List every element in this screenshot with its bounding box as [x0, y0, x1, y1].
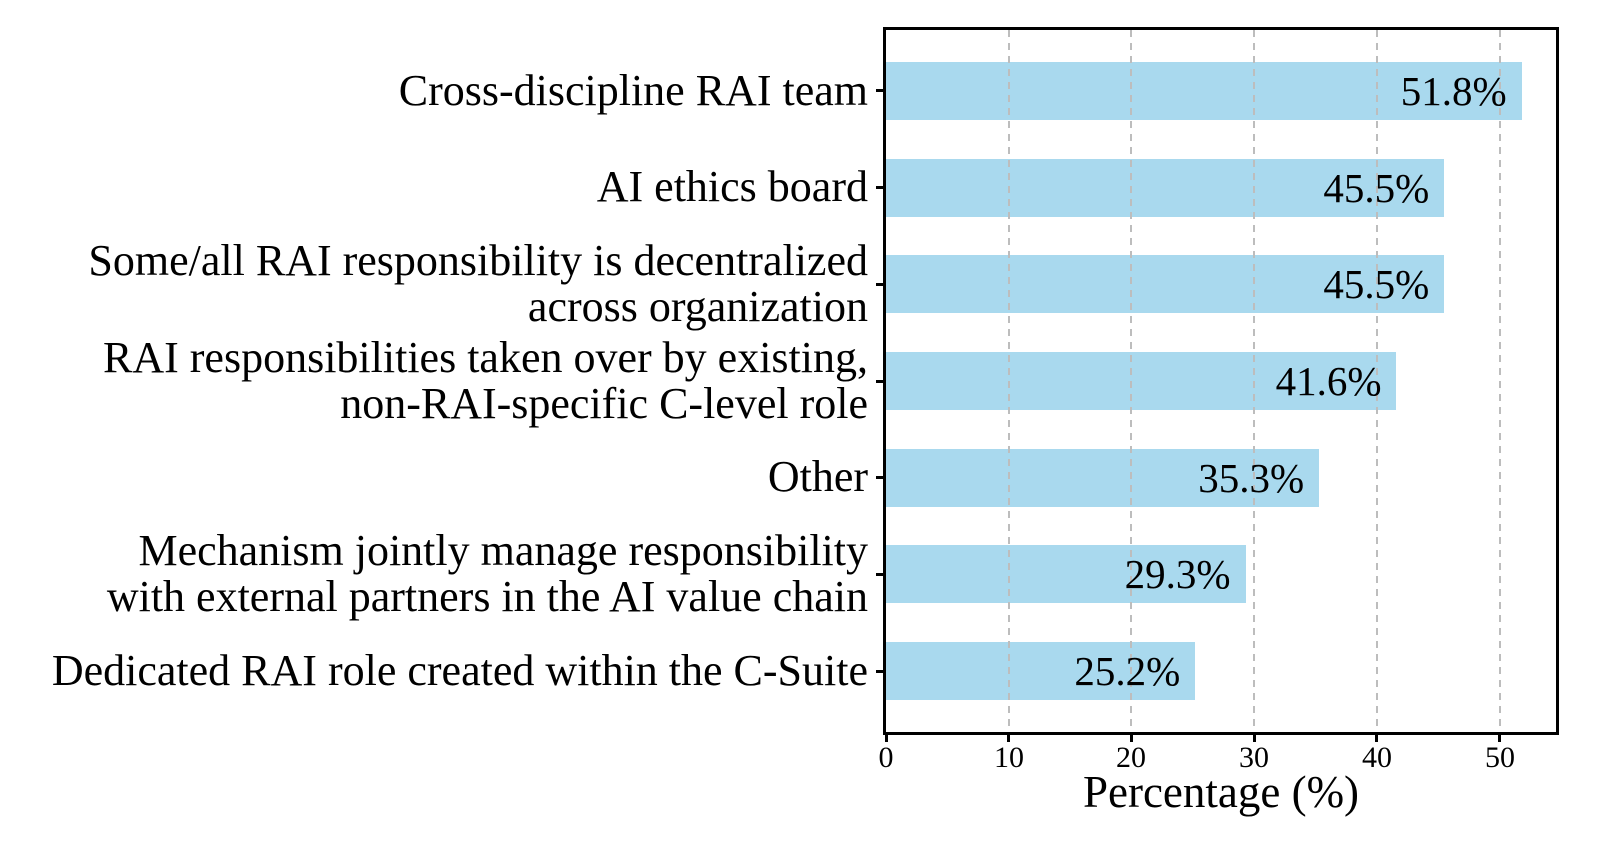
y-axis-tick	[876, 283, 886, 286]
gridline-x-40	[1375, 30, 1378, 732]
category-label: Some/all RAI responsibility is decentral…	[88, 235, 868, 332]
plot-area: 51.8% 45.5% 45.5% 41.6% 35.3% 29.3% 25.2%	[886, 30, 1556, 732]
x-axis-tick-label: 50	[1485, 741, 1515, 774]
gridline-x-10	[1007, 30, 1010, 732]
bar	[886, 642, 1196, 700]
bar	[886, 62, 1522, 120]
bar-value-label: 41.6%	[1275, 358, 1382, 404]
bar-value-label: 45.5%	[1323, 261, 1430, 307]
bar-value-label: 35.3%	[1198, 455, 1305, 501]
gridline-x-30	[1253, 30, 1256, 732]
category-label: RAI responsibilities taken over by exist…	[103, 332, 868, 429]
bar-value-label: 29.3%	[1124, 551, 1231, 597]
bar-value-label: 51.8%	[1400, 68, 1507, 114]
x-axis-tick-label: 0	[878, 741, 894, 774]
y-axis-tick	[876, 89, 886, 92]
category-label: Mechanism jointly manage responsibility …	[106, 525, 868, 622]
y-axis-tick	[876, 380, 886, 383]
y-axis-tick	[876, 476, 886, 479]
y-axis-tick	[876, 670, 886, 673]
bar	[886, 255, 1445, 313]
y-axis-tick	[876, 573, 886, 576]
x-axis-tick	[1498, 732, 1501, 742]
bar	[886, 159, 1445, 217]
category-label: Cross-discipline RAI team	[398, 66, 868, 116]
x-axis-tick-label: 20	[1116, 741, 1146, 774]
bar	[886, 352, 1397, 410]
gridline-x-20	[1130, 30, 1133, 732]
x-axis-title: Percentage (%)	[1082, 767, 1360, 817]
x-axis-tick	[1253, 732, 1256, 742]
x-axis-tick-label: 40	[1362, 741, 1392, 774]
x-axis-tick	[885, 732, 888, 742]
gridline-x-50	[1498, 30, 1501, 732]
bar	[886, 449, 1320, 507]
category-label: Other	[767, 452, 868, 502]
x-axis-tick	[1375, 732, 1378, 742]
bar	[886, 545, 1246, 603]
x-axis-tick-label: 30	[1239, 741, 1269, 774]
y-axis-tick	[876, 186, 886, 189]
x-axis-tick	[1007, 732, 1010, 742]
bar-value-label: 45.5%	[1323, 165, 1430, 211]
category-label: AI ethics board	[596, 162, 868, 212]
category-label: Dedicated RAI role created within the C-…	[51, 646, 868, 696]
x-axis-tick-label: 10	[994, 741, 1024, 774]
bar-value-label: 25.2%	[1074, 648, 1181, 694]
x-axis-tick	[1130, 732, 1133, 742]
